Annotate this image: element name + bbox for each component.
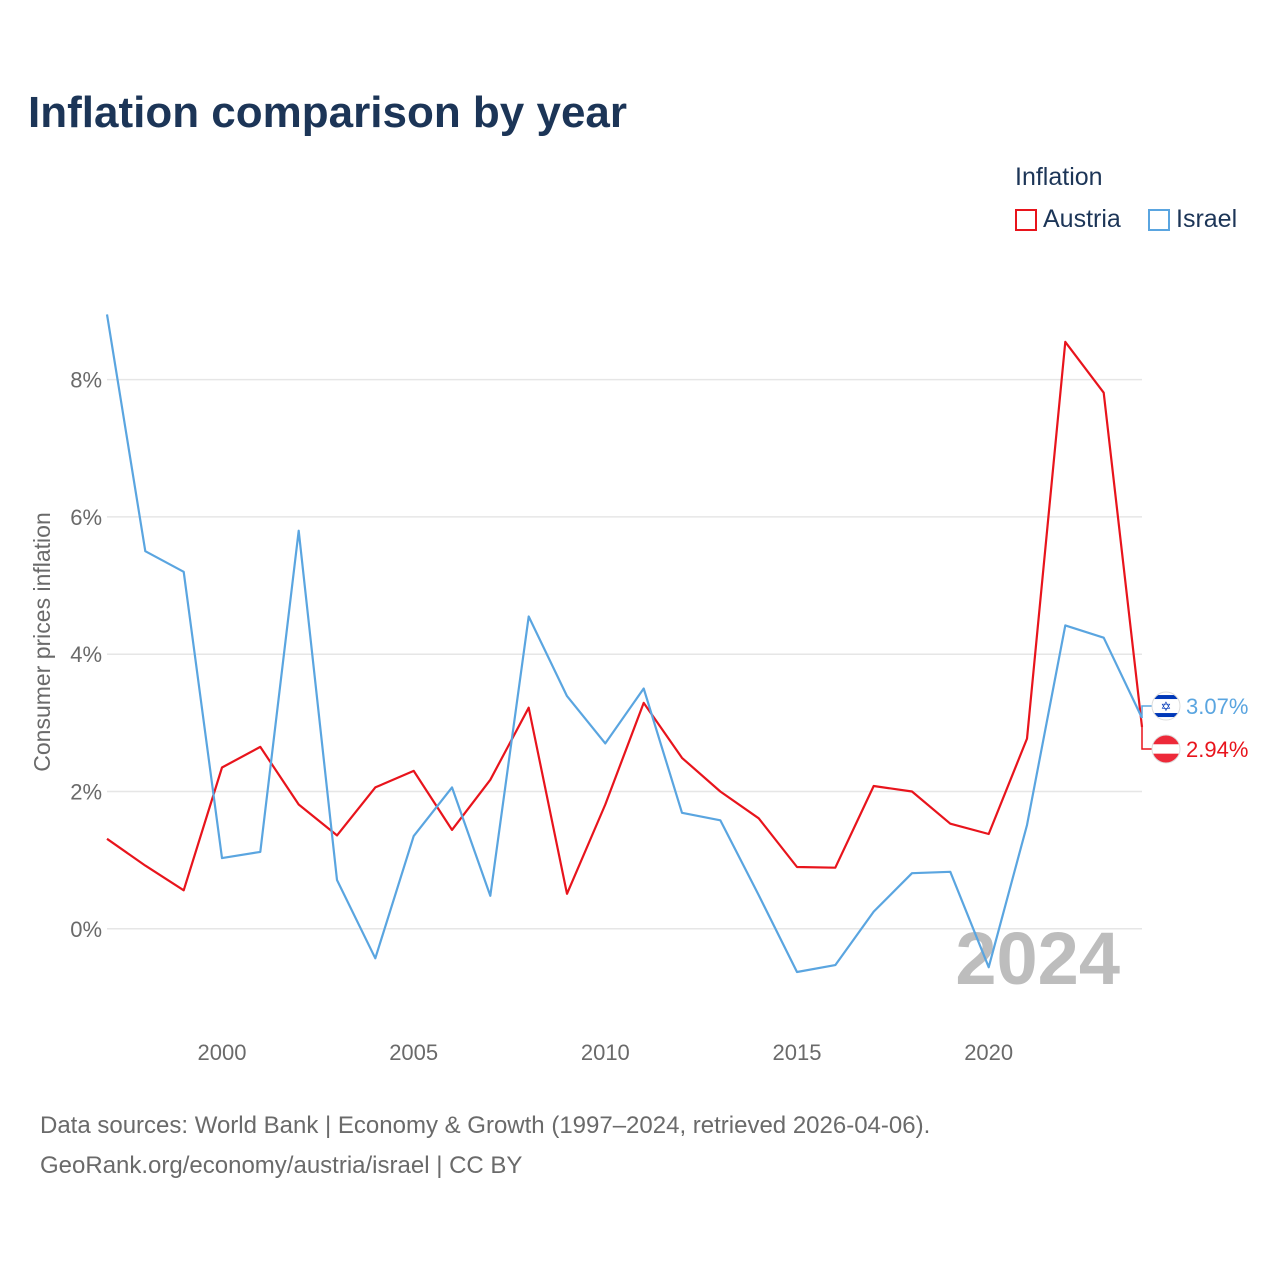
x-tick-label: 2020	[964, 1040, 1013, 1065]
y-tick-label: 4%	[70, 642, 102, 667]
end-labels: 2.94% ✡ 3.07%	[1141, 691, 1248, 764]
israel-flag-icon: ✡	[1151, 691, 1181, 721]
y-tick-label: 6%	[70, 505, 102, 530]
chart-title: Inflation comparison by year	[28, 88, 628, 137]
legend-swatch-israel	[1148, 208, 1170, 231]
current-year-watermark: 2024	[955, 917, 1120, 1000]
legend-item-austria[interactable]: Austria	[1015, 205, 1121, 234]
austria-flag-icon	[1151, 734, 1181, 764]
footer: Data sources: World Bank | Economy & Gro…	[40, 1106, 930, 1186]
y-tick-label: 8%	[70, 368, 102, 393]
legend-label-israel: Israel	[1176, 205, 1238, 233]
source-url: GeoRank.org/economy/austria/israel | CC …	[40, 1152, 523, 1179]
y-tick-label: 2%	[70, 779, 102, 804]
x-tick-label: 2010	[581, 1040, 630, 1065]
series-line-israel[interactable]	[105, 314, 1143, 974]
legend-item-israel[interactable]: Israel	[1148, 205, 1237, 234]
end-label-israel: 3.07%	[1186, 694, 1248, 719]
legend-title: Inflation	[1015, 163, 1103, 191]
x-axis-ticks: 2000 2005 2010 2015 2020	[198, 1040, 1014, 1065]
gridlines	[107, 378, 1142, 930]
legend-label-austria: Austria	[1043, 205, 1121, 233]
line-chart: 0% 2% 4% 6% 8% 2000 2005 2010 2015 2020 Consumer…	[29, 314, 1248, 1065]
legend-swatch-austria	[1015, 208, 1037, 231]
end-label-austria: 2.94%	[1186, 737, 1248, 762]
y-axis-ticks: 0% 2% 4% 6% 8%	[70, 368, 102, 942]
x-tick-label: 2005	[389, 1040, 438, 1065]
svg-text:✡: ✡	[1161, 700, 1172, 715]
series-line-austria[interactable]	[106, 340, 1144, 895]
data-source-note: Data sources: World Bank | Economy & Gro…	[40, 1112, 931, 1139]
x-tick-label: 2000	[198, 1040, 247, 1065]
end-label-connector	[1141, 726, 1152, 750]
y-axis-label: Consumer prices inflation	[29, 512, 55, 772]
y-tick-label: 0%	[70, 917, 102, 942]
end-label-connector	[1141, 705, 1152, 719]
x-tick-label: 2015	[773, 1040, 822, 1065]
series-lines	[105, 314, 1144, 974]
